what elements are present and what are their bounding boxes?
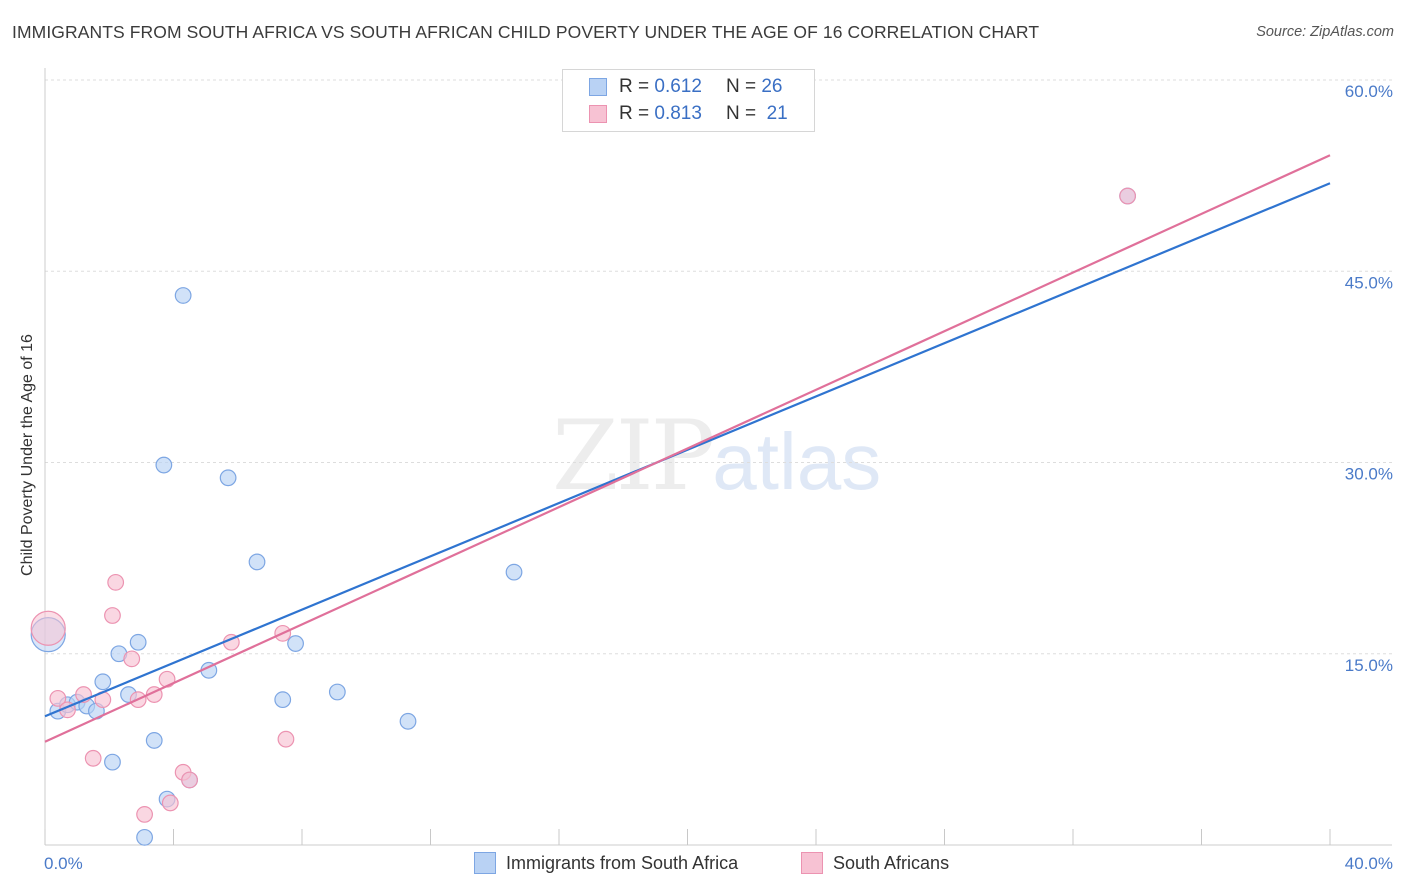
blue-point (155, 456, 173, 474)
blue-trend-line (44, 182, 1331, 718)
pink-point (107, 573, 125, 591)
pink-trend-line (44, 154, 1331, 743)
blue-point (145, 732, 163, 749)
r-value-blue: 0.612 (654, 76, 702, 97)
legend-item-immigrants: Immigrants from South Africa (474, 852, 738, 874)
blue-point (129, 633, 147, 651)
pink-point (104, 607, 121, 624)
n-label: N = (725, 76, 757, 97)
blue-point (136, 828, 153, 846)
legend-label-immigrants: Immigrants from South Africa (506, 852, 739, 873)
blue-point (505, 563, 523, 581)
stats-legend-row-blue: R = 0.612 N = 26 (589, 76, 782, 98)
pink-point (181, 771, 198, 789)
blue-point (248, 553, 266, 571)
pink-point (277, 730, 295, 748)
x-tick-label: 0.0% (44, 854, 83, 873)
n-value-blue: 26 (761, 76, 783, 97)
source-label: Source: ZipAtlas.com (1256, 24, 1394, 40)
blue-point (399, 712, 417, 730)
y-tick-label: 30.0% (1345, 465, 1393, 484)
pink-point (136, 806, 153, 823)
pink-point (84, 749, 102, 767)
watermark: ZIPatlas (552, 400, 881, 512)
blue-point (219, 469, 237, 487)
y-tick-label: 45.0% (1345, 273, 1393, 292)
blue-point (174, 287, 192, 304)
r-label: R = (619, 103, 650, 124)
stats-legend-row-pink: R = 0.813 N = 21 (589, 103, 788, 125)
blue-point (94, 673, 112, 691)
stats-legend: R = 0.612 N = 26 R = 0.813 N = 21 (562, 69, 815, 132)
blue-point (287, 635, 304, 652)
blue-point (274, 691, 292, 709)
y-tick-label: 60.0% (1345, 82, 1393, 101)
watermark-atlas: atlas (712, 417, 882, 506)
x-tick-label: 40.0% (1345, 854, 1393, 873)
r-label: R = (619, 76, 650, 97)
n-label: N = (725, 103, 757, 124)
blue-swatch-icon (474, 852, 496, 874)
pink-point (49, 689, 67, 707)
blue-point (328, 683, 346, 701)
pink-point (30, 610, 66, 646)
blue-swatch-icon (589, 78, 607, 96)
pink-swatch-icon (801, 852, 823, 874)
pink-point (161, 794, 179, 812)
n-value-pink: 21 (766, 103, 788, 124)
blue-point (104, 753, 121, 771)
legend-label-south-africans: South Africans (833, 852, 950, 873)
r-value-pink: 0.813 (654, 103, 702, 124)
watermark-zip: ZIP (552, 400, 715, 512)
pink-point (123, 650, 141, 668)
pink-point (1119, 187, 1137, 205)
pink-swatch-icon (589, 105, 607, 123)
chart-title: IMMIGRANTS FROM SOUTH AFRICA VS SOUTH AF… (12, 22, 1040, 42)
y-tick-label: 15.0% (1345, 656, 1393, 675)
legend-item-south-africans: South Africans (801, 852, 949, 874)
